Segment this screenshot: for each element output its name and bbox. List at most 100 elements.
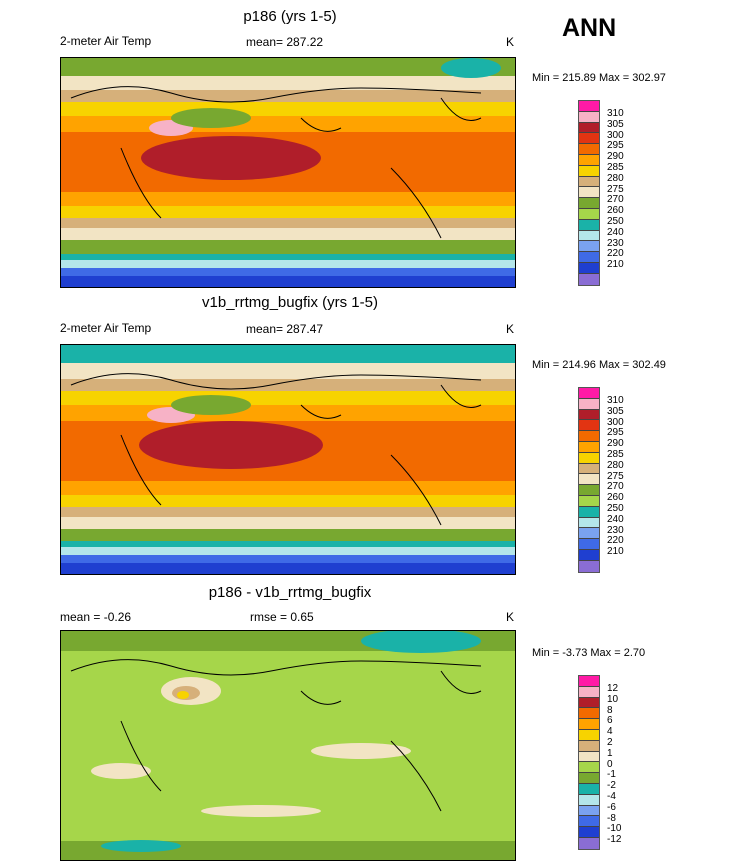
map-band (61, 192, 515, 206)
legend-label: -8 (607, 812, 616, 824)
map-band (61, 507, 515, 517)
legend-label: -6 (607, 801, 616, 813)
warm-spot (201, 805, 321, 817)
map-band (61, 116, 515, 132)
legend-bar (578, 387, 600, 573)
legend-label: 210 (607, 546, 624, 558)
legend-swatch (579, 144, 599, 155)
units-label: K (506, 610, 515, 624)
legend-label: 240 (607, 513, 624, 525)
legend-swatch (579, 101, 599, 112)
legend-label: 250 (607, 216, 624, 227)
warm-spot (177, 691, 189, 699)
legend-label: 230 (607, 237, 624, 249)
legend-label: 2 (607, 737, 613, 748)
legend-swatch (579, 539, 599, 550)
legend-swatch (579, 165, 599, 177)
legend-swatch (579, 729, 599, 741)
map-background (61, 631, 515, 860)
legend-label: -2 (607, 780, 616, 792)
map-band (61, 102, 515, 116)
mean-label: mean= 287.22 (246, 35, 324, 49)
legend-label: -12 (607, 834, 622, 846)
legend-label: 310 (607, 108, 624, 119)
difference-map (60, 630, 516, 861)
legend-label: 240 (607, 226, 624, 238)
map-band (61, 555, 515, 563)
legend-label: 305 (607, 118, 624, 130)
map-band (61, 517, 515, 529)
variable-label: 2-meter Air Temp (60, 34, 152, 48)
legend-swatch (579, 388, 599, 399)
legend-label: 230 (607, 524, 624, 536)
temperature-map (60, 344, 516, 575)
map-svg (61, 58, 515, 287)
legend-label: 220 (607, 248, 624, 260)
legend-swatch (579, 262, 599, 274)
legend-swatch (579, 452, 599, 464)
legend-swatch (579, 528, 599, 540)
legend-label: 295 (607, 140, 624, 152)
legend-label: -10 (607, 823, 622, 835)
legend-label: 275 (607, 183, 624, 195)
legend-label: 12 (607, 683, 619, 694)
legend-label: 250 (607, 503, 624, 514)
legend-swatch (579, 409, 599, 421)
legend-swatch (579, 176, 599, 188)
legend-swatch (579, 398, 599, 410)
legend-label: 300 (607, 416, 624, 428)
rmse-label: rmse = 0.65 (250, 610, 314, 624)
highland-region (171, 108, 251, 128)
temperature-map (60, 57, 516, 288)
coastline (70, 659, 482, 812)
legend-swatch (579, 805, 599, 817)
legend-label: -4 (607, 791, 616, 802)
map-band (61, 563, 515, 574)
map-band (61, 240, 515, 254)
mean-label: mean= 287.47 (246, 322, 324, 336)
legend-swatch (579, 827, 599, 838)
map-band (61, 276, 515, 287)
legend-label: 290 (607, 151, 624, 163)
legend-swatch (579, 474, 599, 486)
legend-label: 310 (607, 395, 624, 406)
minmax-label: Min = 215.89 Max = 302.97 (532, 72, 666, 84)
mean-label: mean = -0.26 (60, 610, 132, 624)
units-label: K (506, 35, 515, 49)
panel-title: p186 - v1b_rrtmg_bugfix (208, 584, 372, 601)
map-band (61, 345, 515, 363)
legend-swatch (579, 794, 599, 806)
legend-swatch (579, 751, 599, 763)
legend-label: 305 (607, 405, 624, 417)
map-band (61, 254, 515, 260)
warm-spot (91, 763, 151, 779)
legend-swatch (579, 549, 599, 561)
legend-swatch (579, 719, 599, 730)
legend-swatch (579, 273, 599, 285)
legend-swatch (579, 252, 599, 263)
legend-swatch (579, 431, 599, 442)
legend-bar (578, 675, 600, 850)
legend-swatch (579, 485, 599, 496)
legend-label: 6 (607, 715, 613, 727)
coastline (70, 373, 482, 526)
legend-swatch (579, 740, 599, 752)
legend-swatch (579, 122, 599, 134)
legend-label: 10 (607, 693, 619, 705)
map-band (61, 481, 515, 495)
map-svg (61, 631, 515, 860)
map-band (61, 547, 515, 555)
legend-bar (578, 100, 600, 286)
legend-swatch (579, 816, 599, 828)
map-band (61, 218, 515, 228)
legend-label: 285 (607, 162, 624, 173)
map-band (61, 529, 515, 541)
panel-title: v1b_rrtmg_bugfix (yrs 1-5) (202, 294, 378, 311)
legend-swatch (579, 697, 599, 709)
legend-swatch (579, 187, 599, 199)
highland-region (171, 395, 251, 415)
legend-swatch (579, 762, 599, 774)
legend-label: 8 (607, 704, 613, 716)
legend-label: 210 (607, 259, 624, 271)
legend-swatch (579, 420, 599, 432)
